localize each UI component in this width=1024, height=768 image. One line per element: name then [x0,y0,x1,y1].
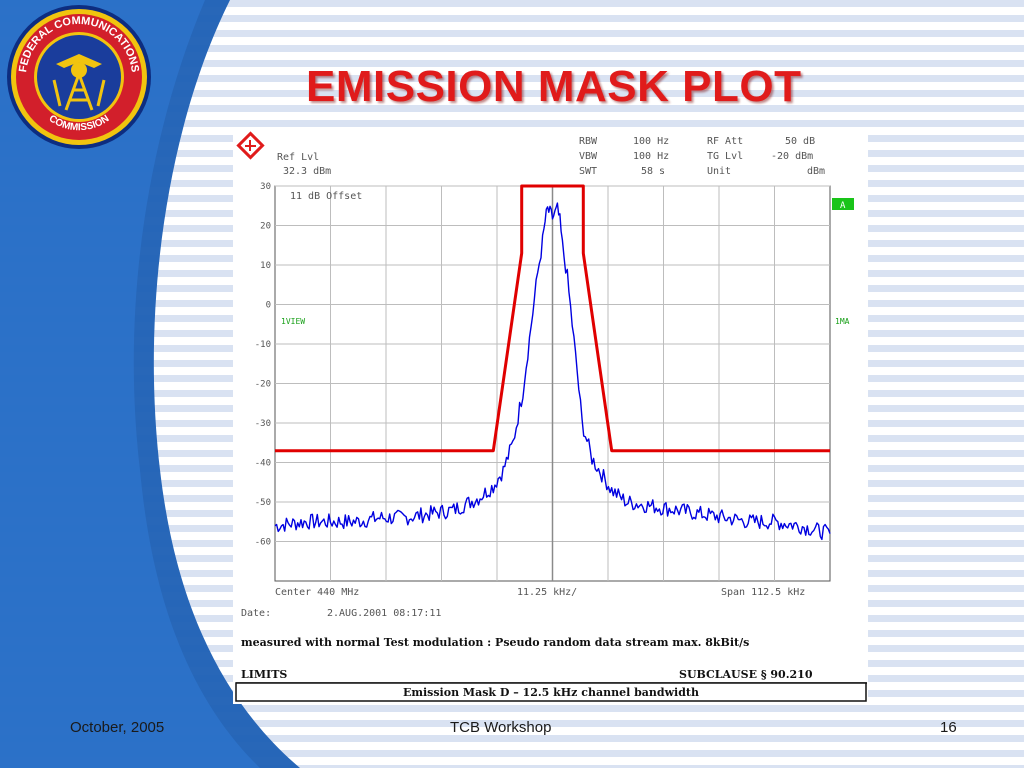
background-stripe [0,75,1024,82]
spectrum-analyzer-plot: Ref Lvl 32.3 dBm RBW 100 Hz VBW 100 Hz S… [235,131,867,702]
y-tick-label: -10 [255,340,271,350]
background-stripe [0,750,1024,757]
rf-att-value: 50 dB [785,136,815,147]
date-label: Date: [241,608,271,619]
subclause-label: SUBCLAUSE § 90.210 [679,668,813,681]
unit-value: dBm [807,166,825,177]
y-tick-label: -30 [255,419,271,429]
plot-grid [275,185,830,581]
y-tick-label: 30 [260,182,271,192]
y-tick-label: -20 [255,380,271,390]
tg-lvl-label: TG Lvl [707,151,743,162]
footer-page-number: 16 [940,719,957,736]
background-stripe [0,0,1024,7]
background-stripe [0,60,1024,67]
y-tick-label: -60 [255,538,271,548]
y-tick-label: -50 [255,498,271,508]
background-stripe [0,15,1024,22]
background-stripe [0,120,1024,127]
rbw-value: 100 Hz [633,136,669,147]
right-trace-label: 1MA [835,317,850,326]
background-wave-highlight [0,0,260,768]
background-stripe [0,720,1024,727]
eagle-emblem [56,54,102,68]
center-frequency-label: Center 440 MHz [275,587,359,598]
limits-label: LIMITS [241,668,287,681]
y-tick-label: -40 [255,459,271,469]
marker-a-label: A [840,201,846,211]
background-stripe [0,765,1024,768]
chart-series [274,184,831,541]
tower-emblem [64,69,94,111]
swt-value: 58 s [641,166,665,177]
tg-lvl-value: -20 dBm [771,151,813,162]
y-tick-labels: 30 20 10 0 -10 -20 -30 -40 -50 -60 [255,182,271,548]
ref-lvl-label: Ref Lvl [277,152,319,163]
rbw-label: RBW [579,136,598,147]
span-label: Span 112.5 kHz [721,587,805,598]
measured-spectrum-trace [274,202,831,541]
offset-note: 11 dB Offset [290,191,362,202]
left-trace-label: 1VIEW [281,317,305,326]
mask-description-box [235,682,867,702]
slide-title: EMISSION MASK PLOT [306,62,802,111]
footer-event: TCB Workshop [450,719,552,736]
unit-label: Unit [707,166,731,177]
marker-a-badge [832,198,854,210]
footer-date: October, 2005 [70,719,165,736]
background-stripe [0,105,1024,112]
y-tick-label: 10 [260,261,271,271]
y-tick-label: 20 [260,222,271,232]
background-stripe [0,45,1024,52]
vbw-value: 100 Hz [633,151,669,162]
background-stripe [0,90,1024,97]
background-stripe [0,705,1024,712]
ref-lvl-value: 32.3 dBm [283,166,331,177]
vbw-label: VBW [579,151,598,162]
background-stripe [0,30,1024,37]
measurement-note: measured with normal Test modulation : P… [241,636,749,649]
swt-label: SWT [579,166,597,177]
fcc-seal-logo: FEDERAL COMMUNICATIONS COMMISSION [7,5,151,149]
division-label: 11.25 kHz/ [517,587,577,598]
rf-att-label: RF Att [707,136,743,147]
mask-description: Emission Mask D – 12.5 kHz channel bandw… [403,686,699,699]
rs-logo-icon [236,131,265,160]
emission-mask-line [275,184,830,453]
date-value: 2.AUG.2001 08:17:11 [327,608,441,619]
background-stripe [0,735,1024,742]
y-tick-label: 0 [266,301,271,311]
emission-mask-figure: Ref Lvl 32.3 dBm RBW 100 Hz VBW 100 Hz S… [233,128,868,704]
